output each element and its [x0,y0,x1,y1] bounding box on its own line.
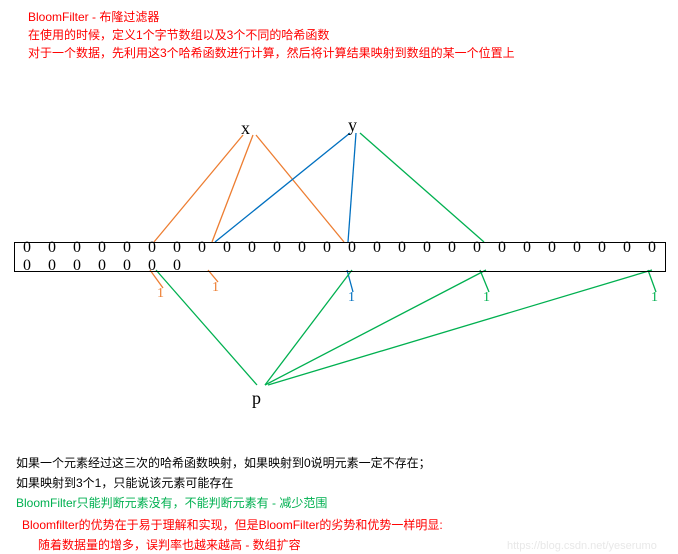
header-text-line: 在使用的时候，定义1个字节数组以及3个不同的哈希函数 [28,26,329,43]
edge [348,133,356,242]
edge [256,135,344,242]
footer-text-line: BloomFilter只能判断元素没有，不能判断元素有 - 减少范围 [16,494,327,511]
footer-text-line: Bloomfilter的优势在于易于理解和实现，但是BloomFilter的劣势… [22,516,443,533]
edge [265,270,486,385]
edge [360,133,484,242]
edge [265,270,352,385]
edge [215,133,350,242]
edge [156,270,257,385]
edge [154,135,243,242]
one-label: 1 [157,286,164,302]
footer-text-line: 如果映射到3个1，只能说该元素可能存在 [16,474,233,491]
node-p: p [252,388,261,409]
watermark: https://blog.csdn.net/yeserumo [507,540,657,552]
node-y: y [348,115,357,136]
one-label: 1 [212,280,219,296]
one-label: 1 [483,290,490,306]
edge [212,135,253,242]
footer-text-line: 随着数据量的增多，误判率也越来越高 - 数组扩容 [38,536,301,553]
footer-text-line: 如果一个元素经过这三次的哈希函数映射，如果映射到0说明元素一定不存在； [16,454,431,471]
bit-array: 0 0 0 0 0 0 0 0 0 0 0 0 0 0 0 0 0 0 0 0 … [14,242,666,272]
node-x: x [241,118,250,139]
one-label: 1 [651,290,658,306]
header-text-line: 对于一个数据，先利用这3个哈希函数进行计算，然后将计算结果映射到数组的某一个位置… [28,44,515,61]
header-text-line: BloomFilter - 布隆过滤器 [28,8,159,25]
edge [268,270,652,385]
one-label: 1 [348,290,355,306]
